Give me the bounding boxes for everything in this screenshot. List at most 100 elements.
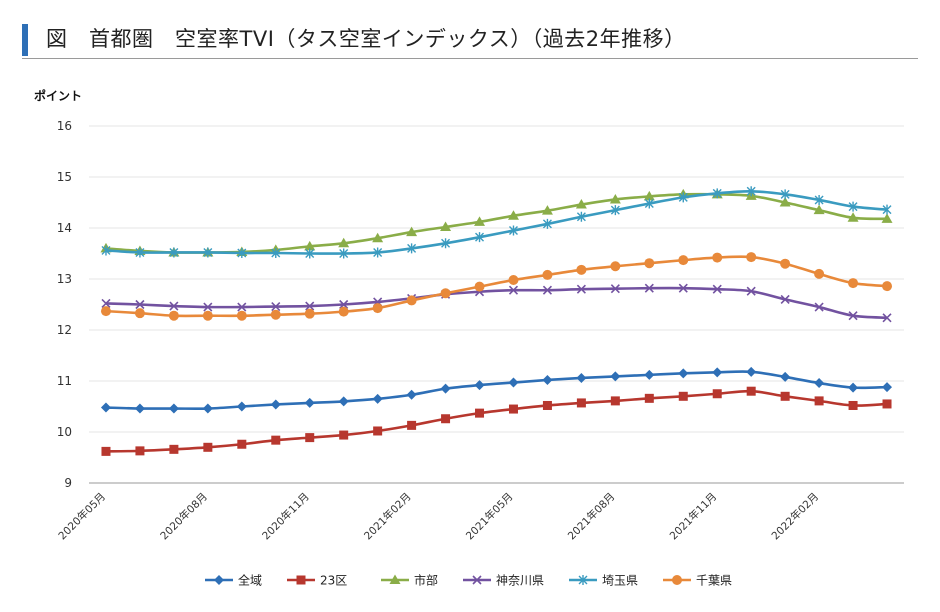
- y-axis-label: ポイント: [34, 88, 82, 103]
- data-point: [780, 258, 791, 269]
- data-point: [407, 420, 417, 430]
- data-point: [848, 400, 858, 410]
- data-point: [746, 286, 756, 296]
- data-point: [101, 298, 111, 309]
- legend-item: 千葉県: [663, 574, 732, 588]
- x-tick-label: 2021年11月: [667, 490, 719, 542]
- data-point: [576, 284, 586, 294]
- legend-label: 全域: [238, 573, 262, 588]
- x-tick-label: 2021年02月: [361, 490, 413, 542]
- data-point: [135, 299, 145, 310]
- legend-marker: [472, 575, 482, 585]
- y-tick-label: 13: [57, 272, 72, 286]
- data-point: [202, 310, 213, 321]
- data-point: [406, 389, 417, 400]
- data-point: [542, 285, 553, 295]
- data-point: [373, 247, 383, 258]
- series-2: [101, 386, 892, 456]
- data-point: [814, 268, 825, 279]
- data-point: [271, 247, 281, 258]
- legend-item: 市部: [381, 573, 438, 588]
- data-point: [609, 193, 621, 204]
- data-point: [576, 211, 586, 222]
- data-point: [203, 302, 213, 312]
- data-point: [372, 232, 384, 243]
- data-point: [780, 189, 790, 200]
- data-point: [373, 426, 383, 436]
- data-point: [271, 435, 281, 445]
- data-point: [848, 382, 859, 393]
- series-line: [105, 370, 888, 410]
- data-point: [203, 442, 213, 452]
- data-point: [610, 396, 620, 406]
- data-point: [576, 398, 586, 408]
- data-point: [678, 283, 688, 293]
- data-point: [779, 197, 791, 207]
- data-point: [237, 247, 247, 258]
- legend-marker: [389, 574, 401, 584]
- data-point: [304, 308, 315, 319]
- data-point: [440, 221, 452, 231]
- y-tick-label: 12: [57, 323, 72, 337]
- data-point: [101, 446, 111, 456]
- y-tick-label: 11: [57, 374, 72, 388]
- data-point: [168, 403, 179, 414]
- series-group: [100, 186, 893, 456]
- data-point: [474, 216, 486, 226]
- data-point: [575, 199, 587, 209]
- data-point: [541, 205, 553, 215]
- data-point: [134, 403, 145, 414]
- data-point: [508, 404, 518, 414]
- data-point: [475, 408, 485, 418]
- gridlines: [89, 125, 904, 433]
- y-tick-label: 15: [57, 170, 72, 184]
- data-point: [643, 190, 655, 201]
- data-point: [372, 393, 383, 404]
- x-tick-label: 2021年08月: [565, 490, 617, 542]
- legend-item: 23区: [287, 574, 347, 588]
- data-point: [610, 371, 621, 382]
- data-point: [882, 399, 892, 409]
- data-point: [814, 378, 825, 389]
- data-point: [236, 310, 247, 321]
- data-point: [237, 302, 247, 312]
- data-point: [304, 397, 315, 408]
- series-3: [100, 188, 893, 257]
- data-point: [813, 204, 825, 215]
- data-point: [339, 299, 349, 310]
- data-point: [746, 386, 756, 396]
- data-point: [270, 399, 281, 410]
- data-point: [305, 301, 315, 311]
- data-point: [169, 301, 179, 311]
- data-point: [508, 377, 519, 388]
- data-point: [338, 396, 349, 407]
- title-accent-bar: [22, 24, 28, 56]
- data-point: [542, 400, 552, 410]
- data-point: [168, 310, 179, 321]
- data-point: [712, 389, 722, 399]
- x-axis: 2020年05月 2020年08月 2020年11月 2021年02月 2021年05月…: [56, 482, 904, 542]
- data-point: [746, 186, 756, 197]
- data-point: [305, 433, 315, 443]
- series-5: [101, 186, 892, 259]
- data-point: [746, 366, 757, 377]
- data-point: [135, 247, 145, 258]
- data-point: [814, 302, 824, 312]
- legend-label: 市部: [414, 573, 438, 588]
- data-point: [848, 201, 858, 212]
- legend-marker: [672, 575, 682, 585]
- data-point: [882, 382, 893, 393]
- data-point: [101, 245, 111, 256]
- data-point: [644, 369, 655, 380]
- data-point: [712, 188, 722, 199]
- data-point: [236, 401, 247, 412]
- y-tick-label: 14: [57, 221, 72, 235]
- data-point: [372, 303, 383, 314]
- data-point: [441, 238, 451, 249]
- data-point: [644, 393, 654, 403]
- data-point: [203, 247, 213, 258]
- legend-marker: [578, 575, 588, 585]
- data-point: [100, 306, 111, 317]
- data-point: [576, 372, 587, 383]
- data-point: [169, 247, 179, 258]
